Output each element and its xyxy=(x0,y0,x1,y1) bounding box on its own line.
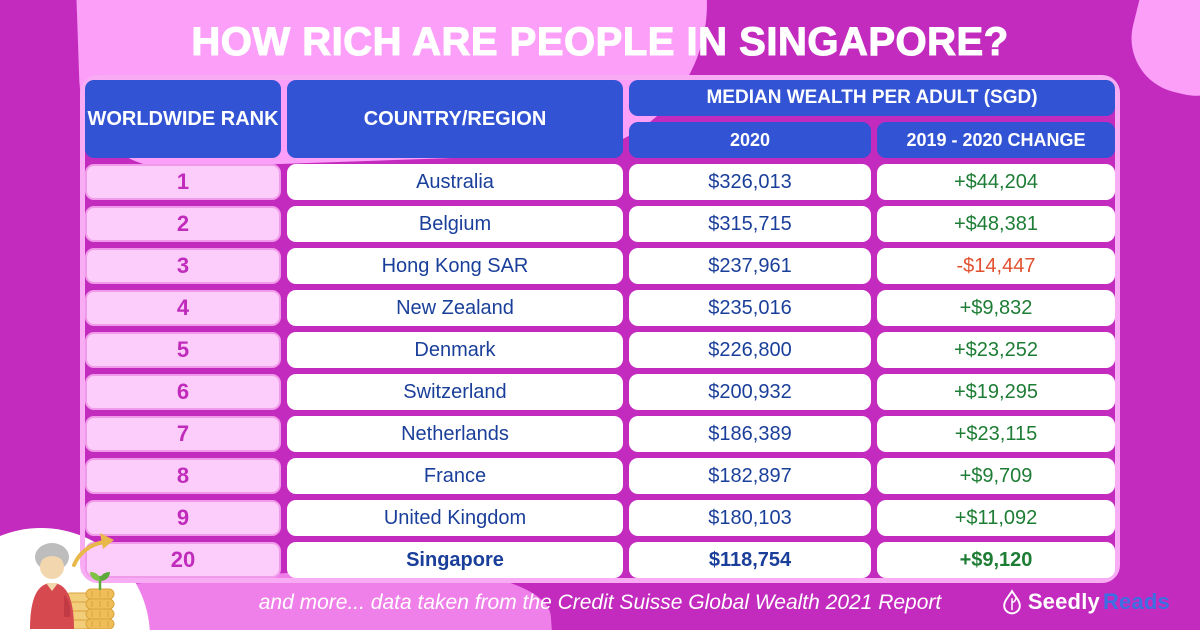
brand-seedly: Seedly xyxy=(1027,589,1100,614)
wealth-2020-cell: $186,389 xyxy=(629,416,871,452)
rank-cell: 9 xyxy=(85,500,281,536)
seedly-droplet-icon xyxy=(999,589,1025,615)
change-cell: +$44,204 xyxy=(877,164,1115,200)
wealth-2020-cell: $180,103 xyxy=(629,500,871,536)
wealth-2020-cell: $326,013 xyxy=(629,164,871,200)
wealth-2020-cell: $315,715 xyxy=(629,206,871,242)
rank-cell: 5 xyxy=(85,332,281,368)
header-2019-2020-change: 2019 - 2020 CHANGE xyxy=(877,122,1115,158)
rank-cell: 3 xyxy=(85,248,281,284)
wealth-2020-cell: $235,016 xyxy=(629,290,871,326)
wealth-2020-cell: $226,800 xyxy=(629,332,871,368)
rank-cell: 1 xyxy=(85,164,281,200)
change-cell: -$14,447 xyxy=(877,248,1115,284)
header-worldwide-rank: WORLDWIDE RANK xyxy=(85,80,281,158)
change-cell: +$23,115 xyxy=(877,416,1115,452)
wealth-2020-cell: $182,897 xyxy=(629,458,871,494)
brand-reads: Reads xyxy=(1102,589,1170,614)
seedly-reads-logo: Seedly Reads xyxy=(999,589,1170,615)
change-cell: +$23,252 xyxy=(877,332,1115,368)
country-cell: Australia xyxy=(287,164,623,200)
rank-cell: 7 xyxy=(85,416,281,452)
country-cell: Switzerland xyxy=(287,374,623,410)
country-cell: Netherlands xyxy=(287,416,623,452)
wealth-growth-illustration xyxy=(30,533,115,629)
country-cell: Singapore xyxy=(287,542,623,578)
country-cell: Hong Kong SAR xyxy=(287,248,623,284)
country-cell: United Kingdom xyxy=(287,500,623,536)
country-cell: Denmark xyxy=(287,332,623,368)
wealth-2020-cell: $118,754 xyxy=(629,542,871,578)
header-2020: 2020 xyxy=(629,122,871,158)
header-median-wealth-group: MEDIAN WEALTH PER ADULT (SGD) xyxy=(629,80,1115,116)
change-cell: +$9,832 xyxy=(877,290,1115,326)
change-cell: +$9,120 xyxy=(877,542,1115,578)
rank-cell: 2 xyxy=(85,206,281,242)
rank-cell: 8 xyxy=(85,458,281,494)
rank-cell: 6 xyxy=(85,374,281,410)
page-title: HOW RICH ARE PEOPLE IN SINGAPORE? xyxy=(191,19,1009,64)
country-cell: Belgium xyxy=(287,206,623,242)
wealth-table: WORLDWIDE RANK COUNTRY/REGION MEDIAN WEA… xyxy=(80,75,1120,583)
country-cell: France xyxy=(287,458,623,494)
header-country-region: COUNTRY/REGION xyxy=(287,80,623,158)
change-cell: +$19,295 xyxy=(877,374,1115,410)
rank-cell: 4 xyxy=(85,290,281,326)
wealth-2020-cell: $237,961 xyxy=(629,248,871,284)
change-cell: +$11,092 xyxy=(877,500,1115,536)
country-cell: New Zealand xyxy=(287,290,623,326)
change-cell: +$9,709 xyxy=(877,458,1115,494)
change-cell: +$48,381 xyxy=(877,206,1115,242)
wealth-2020-cell: $200,932 xyxy=(629,374,871,410)
source-note: and more... data taken from the Credit S… xyxy=(258,591,942,614)
rank-cell: 20 xyxy=(85,542,281,578)
